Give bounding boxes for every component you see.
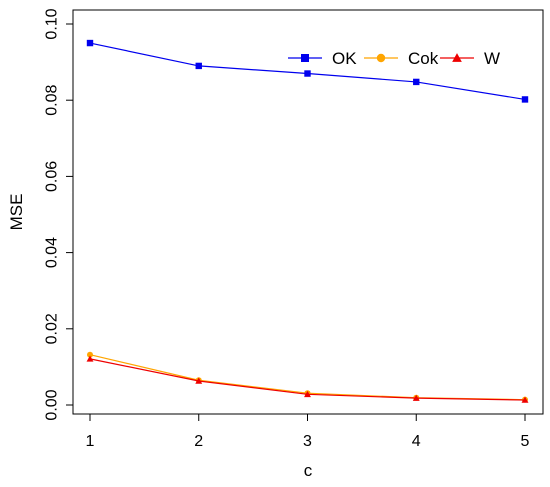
data-point-ok [195,62,202,70]
legend-marker [301,54,309,62]
data-point-w [521,396,529,403]
legend-item-cok: Cok [364,49,439,68]
y-tick-label: 0.08 [44,85,61,116]
x-tick-label: 2 [194,433,203,450]
x-axis-title: c [304,461,313,480]
data-point-w [412,394,420,401]
legend-item-w: W [440,49,500,68]
data-point-ok [304,70,311,77]
x-tick-label: 1 [86,433,95,450]
legend-label: Cok [408,49,439,68]
data-point-w [195,377,203,384]
data-point-w [304,390,311,398]
y-tick-label: 0.06 [44,161,61,192]
series-layer [86,39,529,403]
x-tick-label: 5 [521,433,530,450]
y-axis-title: MSE [7,194,26,231]
data-point-ok [521,96,529,103]
x-tick-label: 3 [303,433,312,450]
y-tick-label: 0.04 [44,237,61,268]
legend-label: OK [332,49,357,68]
y-axis: 0.00 0.02 0.04 0.06 0.08 0.10 [44,8,74,421]
legend-marker [452,53,462,62]
legend-marker [376,53,386,63]
x-tick-label: 4 [412,433,421,450]
data-point-ok [413,78,420,86]
series-ok [86,39,529,103]
legend: OK Cok W [288,49,500,68]
x-axis: 1 2 3 4 5 [86,413,530,450]
y-tick-label: 0.02 [44,313,61,344]
legend-label: W [484,49,500,68]
y-tick-label: 0.00 [44,389,61,420]
data-point-w [86,355,94,362]
series-w [86,355,529,403]
y-tick-label: 0.10 [44,8,61,39]
data-point-ok [86,39,94,47]
legend-item-ok: OK [288,49,357,68]
data-point-cok [87,351,93,358]
